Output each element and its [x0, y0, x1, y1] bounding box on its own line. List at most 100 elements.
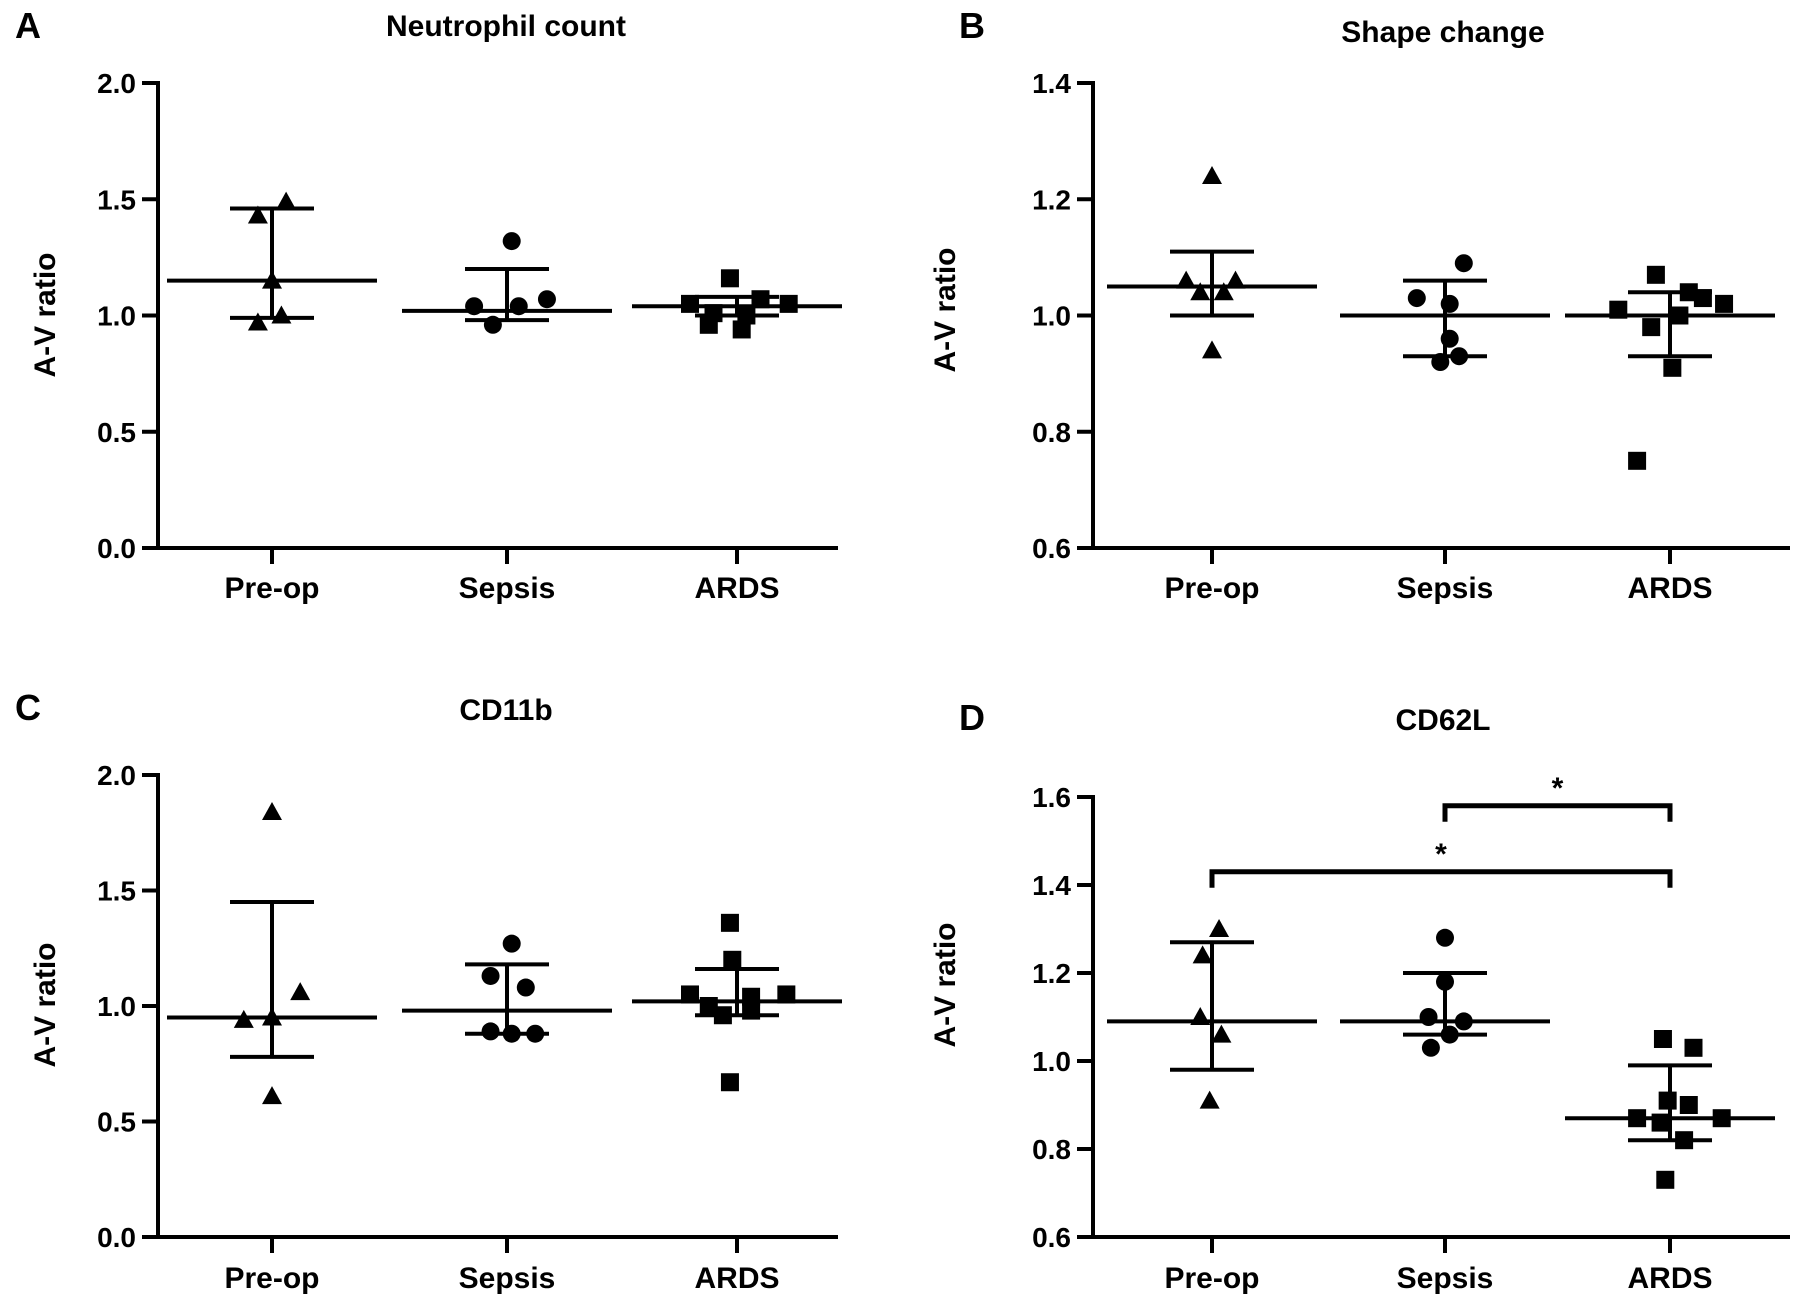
data-point-circle: [1440, 294, 1459, 313]
y-tick-label: 0.0: [97, 1222, 136, 1253]
y-tick-label: 1.2: [1032, 958, 1071, 989]
data-point-square: [1658, 1091, 1677, 1110]
panel-label: C: [15, 687, 41, 728]
data-point-circle: [1407, 289, 1426, 308]
x-tick-label: Sepsis: [1397, 572, 1494, 605]
data-point-square: [1663, 358, 1682, 377]
data-point-circle: [1454, 254, 1473, 273]
significance-star: *: [1552, 772, 1564, 805]
series-sepsis: [1340, 254, 1550, 371]
y-tick-label: 0.0: [97, 533, 136, 564]
y-tick-label: 1.4: [1032, 870, 1071, 901]
series-sepsis: [1340, 928, 1550, 1057]
y-tick-label: 0.8: [1032, 1134, 1071, 1165]
series-ards: [1565, 1030, 1775, 1189]
data-point-square: [1628, 1109, 1647, 1128]
data-point-circle: [1431, 353, 1450, 371]
data-point-circle: [1440, 1025, 1459, 1044]
data-point-triangle: [271, 305, 292, 324]
data-point-triangle: [247, 312, 268, 331]
data-point-square: [737, 306, 756, 325]
data-point-triangle: [1202, 166, 1222, 184]
series-preop: [167, 191, 377, 331]
data-point-triangle: [262, 1007, 282, 1026]
data-point-circle: [1440, 329, 1459, 348]
data-point-triangle: [1176, 270, 1197, 289]
panel-a: A Neutrophil count A-V ratio 0.0 0.5 1.0 1.5 2.…: [15, 5, 842, 605]
y-axis-title: A-V ratio: [929, 247, 962, 372]
x-tick-label: Sepsis: [1397, 1262, 1494, 1295]
data-point-square: [1679, 1096, 1698, 1114]
data-point-triangle: [262, 1086, 282, 1105]
panel-label: D: [959, 697, 985, 738]
data-point-circle: [1436, 928, 1454, 947]
series-ards: [1565, 265, 1775, 470]
data-point-square: [1651, 1113, 1670, 1132]
data-point-triangle: [1209, 919, 1230, 937]
series-ards: [632, 913, 842, 1092]
significance-bracket: [1209, 869, 1673, 888]
y-tick-label: 1.2: [1032, 184, 1071, 215]
y-tick-label: 0.6: [1032, 1222, 1071, 1253]
data-point-square: [1609, 300, 1628, 319]
series-sepsis: [402, 934, 612, 1043]
data-point-circle: [1450, 347, 1469, 366]
data-point-triangle: [262, 801, 282, 820]
x-tick-label: ARDS: [1627, 572, 1712, 605]
significance-star: *: [1435, 838, 1447, 871]
panel-label: A: [15, 5, 41, 46]
x-tick-label: Sepsis: [459, 572, 556, 605]
x-tick-label: ARDS: [1627, 1262, 1712, 1295]
y-tick-label: 1.0: [1032, 301, 1071, 332]
data-point-circle: [537, 290, 556, 309]
data-point-triangle: [262, 270, 282, 289]
y-tick-label: 2.0: [97, 68, 136, 99]
y-tick-label: 1.0: [97, 301, 136, 332]
data-point-square: [1670, 306, 1689, 325]
panel-d: D CD62L A-V ratio 0.6 0.8 1.0 1.2 1.4 1.6 Pre-op S…: [929, 697, 1790, 1295]
data-point-square: [779, 294, 798, 313]
data-point-circle: [502, 1024, 521, 1043]
data-point-square: [720, 269, 739, 288]
data-point-circle: [1454, 1012, 1473, 1031]
data-point-triangle: [1213, 282, 1234, 301]
x-tick-label: Pre-op: [224, 1262, 319, 1295]
y-tick-label: 0.5: [97, 417, 136, 448]
data-point-triangle: [1225, 270, 1246, 289]
chart-title: CD11b: [459, 694, 552, 727]
y-tick-label: 0.8: [1032, 417, 1071, 448]
data-point-triangle: [233, 1009, 254, 1028]
data-point-square: [1715, 294, 1734, 313]
y-tick-label: 0.6: [1032, 533, 1071, 564]
y-tick-label: 2.0: [97, 760, 136, 791]
data-point-square: [681, 294, 699, 313]
series-ards: [632, 269, 842, 339]
x-tick-label: Pre-op: [1164, 572, 1259, 605]
data-point-triangle: [276, 191, 297, 210]
data-point-circle: [516, 978, 535, 997]
data-point-square: [1646, 265, 1665, 284]
series-preop: [167, 801, 377, 1105]
x-tick-label: ARDS: [694, 1262, 779, 1295]
data-point-circle: [1421, 1038, 1440, 1057]
data-point-square: [1712, 1109, 1731, 1128]
data-point-circle: [1419, 1008, 1438, 1026]
data-point-square: [699, 315, 718, 334]
data-point-circle: [526, 1024, 545, 1043]
data-point-square: [1675, 1131, 1694, 1150]
data-point-square: [777, 985, 796, 1004]
data-point-square: [1642, 318, 1661, 337]
data-point-triangle: [247, 205, 268, 224]
data-point-circle: [509, 297, 528, 316]
data-point-square: [742, 1001, 761, 1020]
data-point-circle: [481, 966, 500, 985]
data-point-triangle: [1192, 945, 1213, 964]
data-point-triangle: [1199, 1090, 1220, 1109]
data-point-triangle: [290, 982, 311, 1001]
chart-title: Shape change: [1341, 16, 1544, 49]
y-tick-label: 1.6: [1032, 782, 1071, 813]
data-point-circle: [502, 232, 521, 251]
data-point-circle: [502, 934, 521, 953]
chart-title: Neutrophil count: [386, 10, 626, 43]
